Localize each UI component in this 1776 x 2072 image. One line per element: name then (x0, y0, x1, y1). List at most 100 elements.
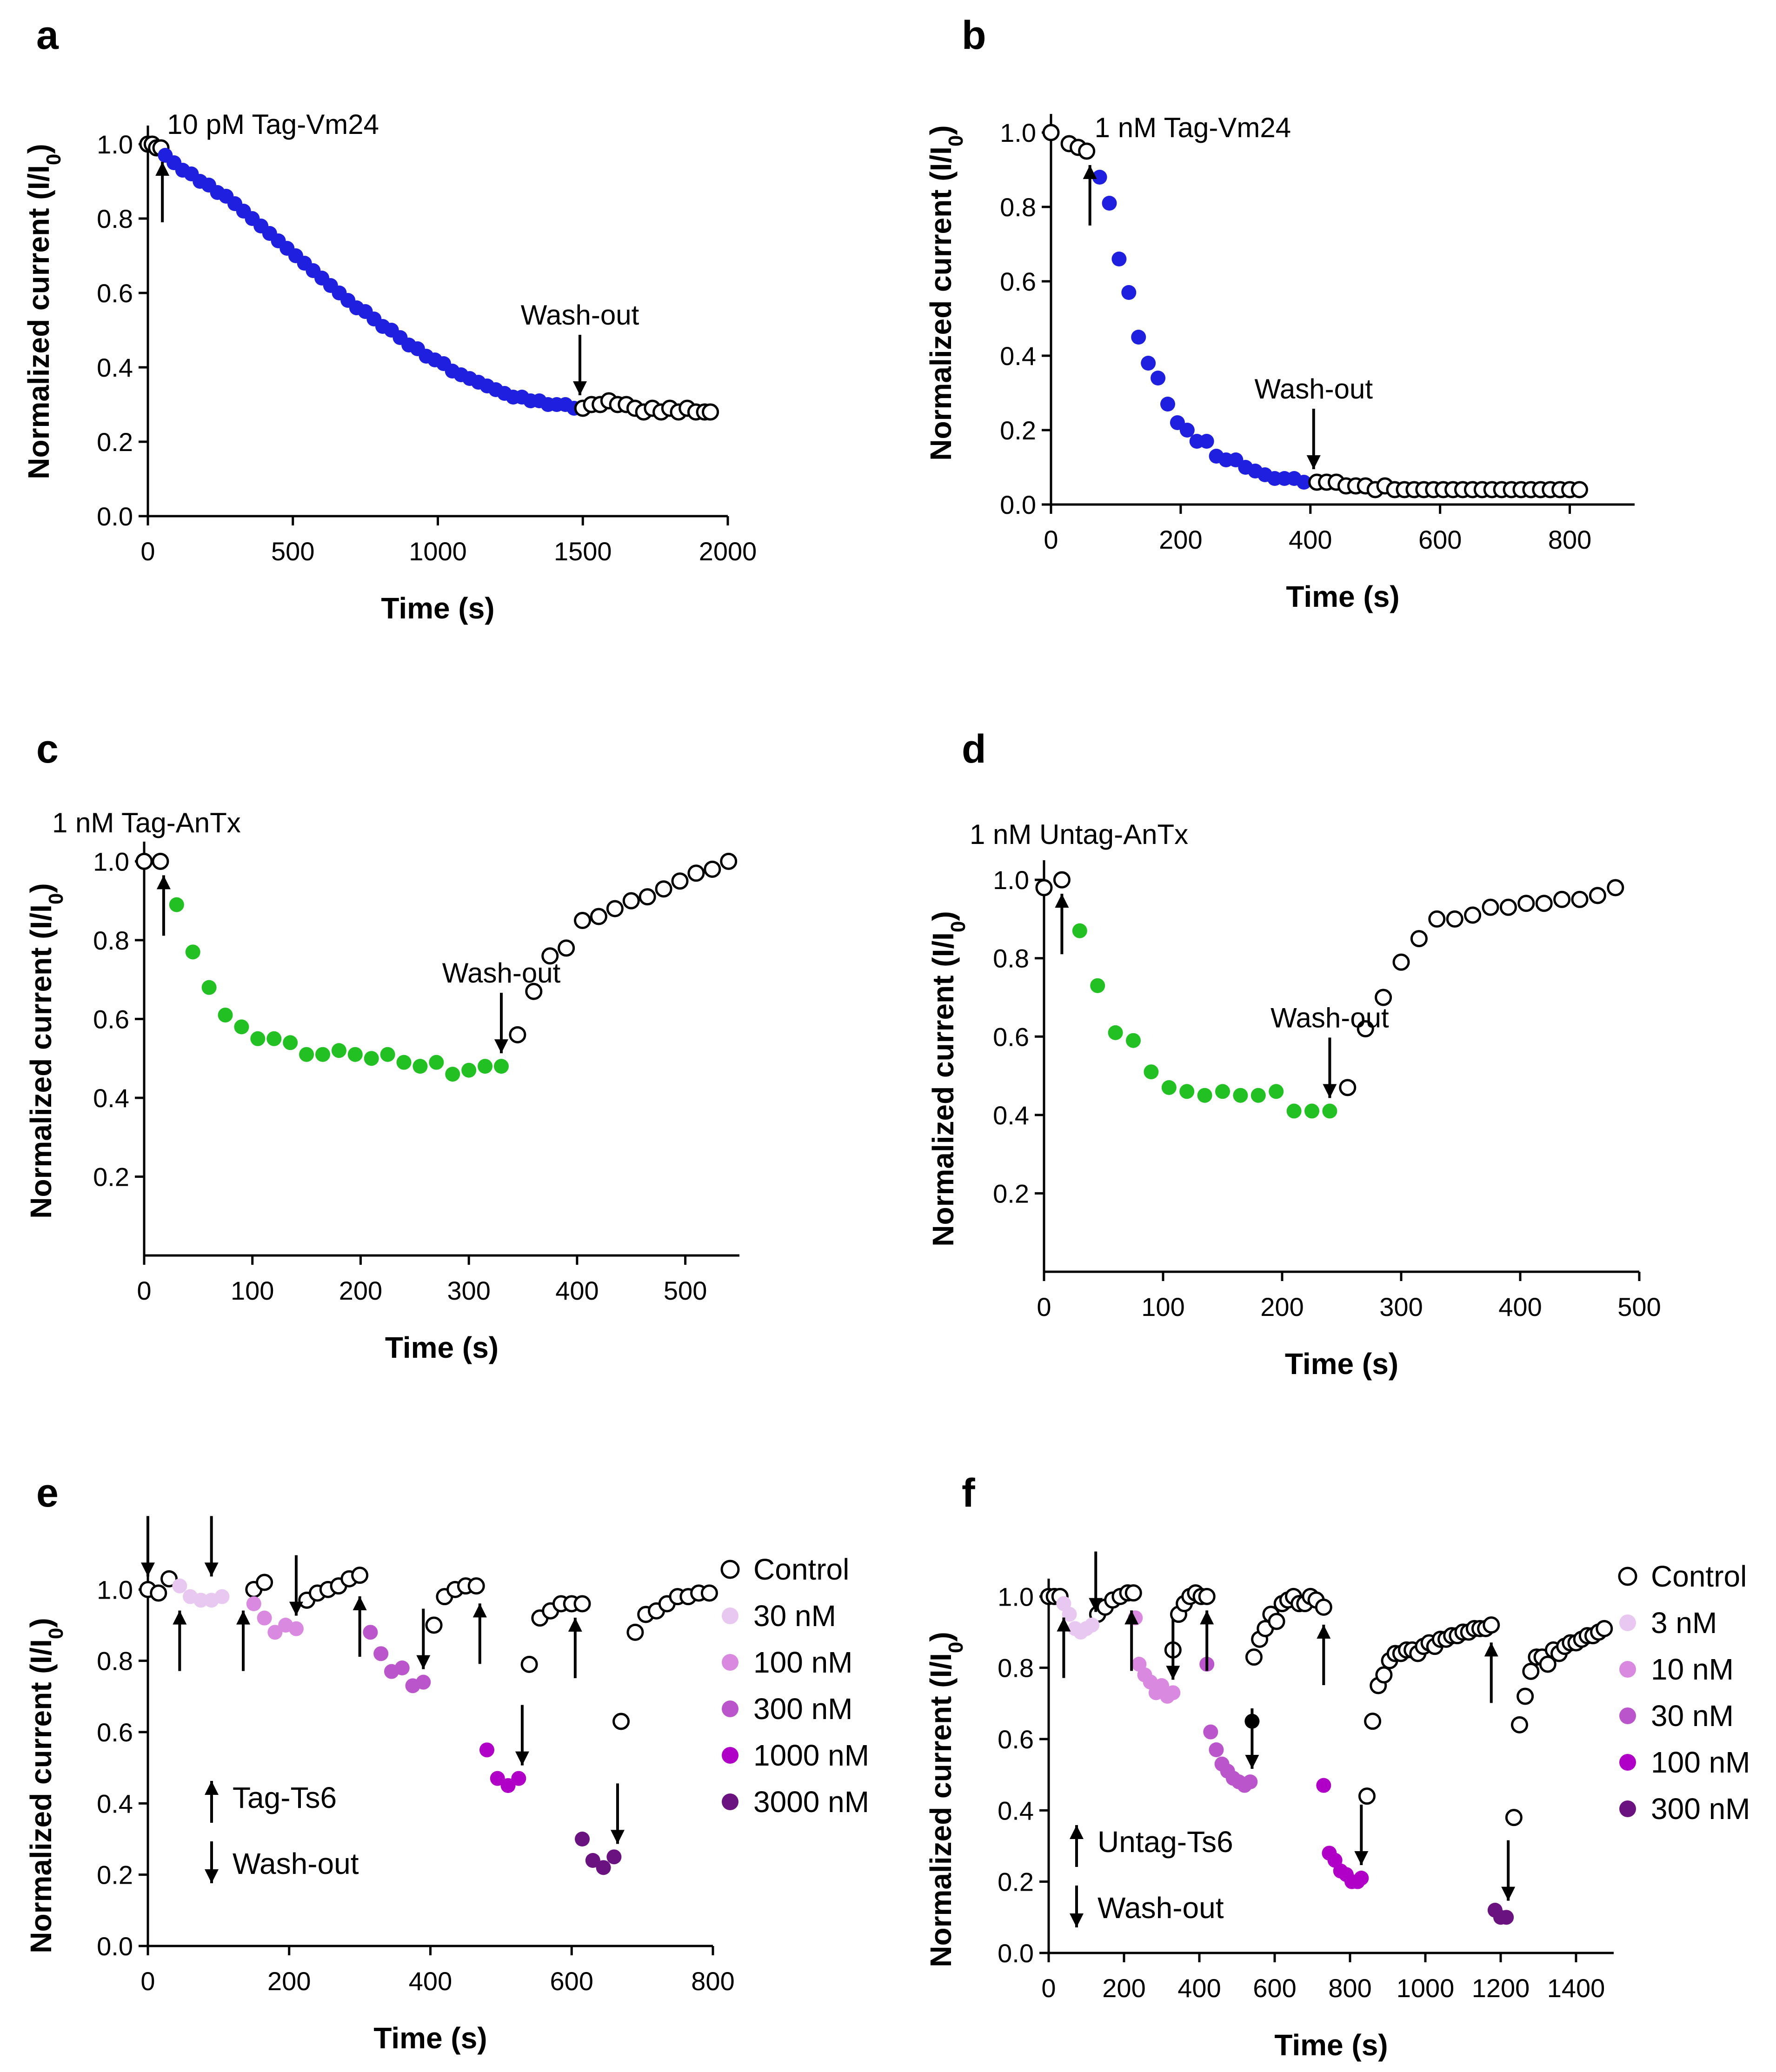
series-wash (574, 392, 719, 421)
y-tick-label: 0.2 (1000, 416, 1036, 445)
x-tick-label: 2000 (699, 537, 757, 566)
arrow-down (1070, 1886, 1084, 1927)
arrow-up (156, 875, 171, 936)
data-point (1179, 1084, 1195, 1099)
x-axis-title: Time (s) (1286, 580, 1399, 613)
data-point (639, 888, 656, 906)
data-point (478, 1059, 493, 1074)
data-point (574, 912, 592, 930)
arrow-down (416, 1608, 431, 1669)
arrow-down (141, 1516, 155, 1577)
arrow-up (236, 1610, 251, 1671)
arrow-down (1306, 409, 1321, 469)
annotation-label: Wash-out (442, 957, 561, 989)
x-tick-label: 800 (691, 1966, 734, 1996)
data-point (1179, 423, 1195, 438)
data-point (150, 1584, 167, 1602)
arrow-down (1089, 1551, 1103, 1612)
data-point (1517, 1687, 1534, 1705)
data-point (1197, 1088, 1212, 1103)
chart-d: 0.2 0.4 0.6 0.8 1.0 0 100 200 300 400 500 Time (s) W… (993, 860, 1661, 1381)
arrow-down (1245, 1708, 1259, 1769)
legend-marker (722, 1747, 738, 1764)
data-point (1108, 1025, 1123, 1040)
arrow-down (573, 335, 587, 395)
series-tag-vm24 (158, 148, 582, 416)
arrow-up (1057, 1617, 1071, 1678)
data-point (1269, 1084, 1284, 1099)
data-point (1499, 898, 1517, 916)
chart-title-d: 1 nM Untag-AnTx (970, 819, 1188, 850)
y-tick-label: 0.8 (998, 1654, 1034, 1683)
data-point (351, 1567, 369, 1584)
series-control (1040, 1584, 1613, 1826)
data-point (606, 1849, 622, 1865)
legend-label: 30 nM (753, 1599, 836, 1633)
data-point (1539, 1655, 1556, 1673)
data-point (494, 1059, 509, 1074)
annotation-label: Wash-out (521, 299, 639, 331)
chart-c: 0.2 0.4 0.6 0.8 1.0 0 100 200 300 400 500 Time (s) W… (93, 842, 739, 1364)
data-point (246, 1596, 261, 1611)
x-tick-label: 300 (447, 1276, 490, 1305)
legend-marker (1619, 1661, 1636, 1678)
data-point (1199, 434, 1214, 449)
x-tick-label: 0 (1037, 1292, 1051, 1322)
arrow-up (1484, 1642, 1498, 1703)
legend-marker (1618, 1567, 1637, 1586)
y-tick-label: 0.8 (97, 204, 133, 233)
y-tick-label: 0.2 (97, 1860, 133, 1890)
arrow-down (1166, 1619, 1180, 1680)
data-point (135, 852, 153, 870)
y-tick-label: 0.0 (97, 502, 133, 531)
data-point (416, 1674, 431, 1690)
panel-letter-d: d (962, 727, 986, 771)
y-tick-label: 0.0 (998, 1939, 1034, 1968)
x-tick-label: 100 (1141, 1292, 1184, 1322)
data-point (1517, 895, 1535, 912)
panel-letter-e: e (36, 1471, 59, 1515)
data-point (1316, 1778, 1331, 1793)
x-tick-label: 200 (267, 1966, 311, 1996)
data-point (1428, 910, 1446, 928)
x-tick-label: 400 (1177, 1973, 1221, 2003)
series-wash (1308, 473, 1588, 498)
legend: Control 30 nM 100 nM 300 nM 1000 nM 3000 nM (720, 1553, 869, 1819)
data-point (1126, 1033, 1141, 1048)
data-point (1589, 887, 1606, 904)
data-point (380, 1047, 395, 1062)
x-tick-label: 200 (1260, 1292, 1304, 1322)
data-point (1151, 371, 1166, 385)
data-point (1042, 124, 1060, 141)
data-point (1090, 978, 1105, 993)
data-point (1322, 1103, 1337, 1119)
legend-label: 30 nM (1651, 1699, 1734, 1733)
arrow-up (472, 1603, 487, 1664)
y-tick-label: 0.2 (97, 427, 133, 457)
y-tick-label: 0.8 (1000, 193, 1036, 222)
legend-marker (1619, 1707, 1636, 1724)
arrow-up (1200, 1610, 1214, 1671)
data-point (1607, 879, 1624, 897)
data-point (1357, 1020, 1374, 1037)
data-point (1358, 1787, 1376, 1805)
data-point (1203, 1724, 1218, 1740)
data-point (1364, 1713, 1382, 1730)
legend-marker (1619, 1614, 1636, 1631)
y-tick-label: 1.0 (1000, 118, 1036, 147)
data-point (525, 983, 543, 1000)
annotation-label: Wash-out (1270, 1002, 1389, 1033)
data-point (1392, 953, 1410, 971)
x-tick-label: 0 (140, 537, 155, 566)
x-tick-label: 200 (1159, 525, 1202, 554)
x-tick-label: 800 (1328, 1973, 1371, 2003)
x-tick-label: 200 (339, 1276, 382, 1305)
data-point (671, 872, 689, 890)
data-point (363, 1625, 378, 1640)
chart-b: 0.0 0.2 0.4 0.6 0.8 1.0 0 200 400 600 800 Time (s) 1… (1000, 112, 1635, 613)
y-tick-label: 0.4 (1000, 341, 1036, 371)
x-tick-label: 0 (137, 1276, 151, 1305)
arrow-up (1055, 894, 1069, 955)
data-point (1144, 1064, 1159, 1080)
data-point (606, 900, 624, 917)
